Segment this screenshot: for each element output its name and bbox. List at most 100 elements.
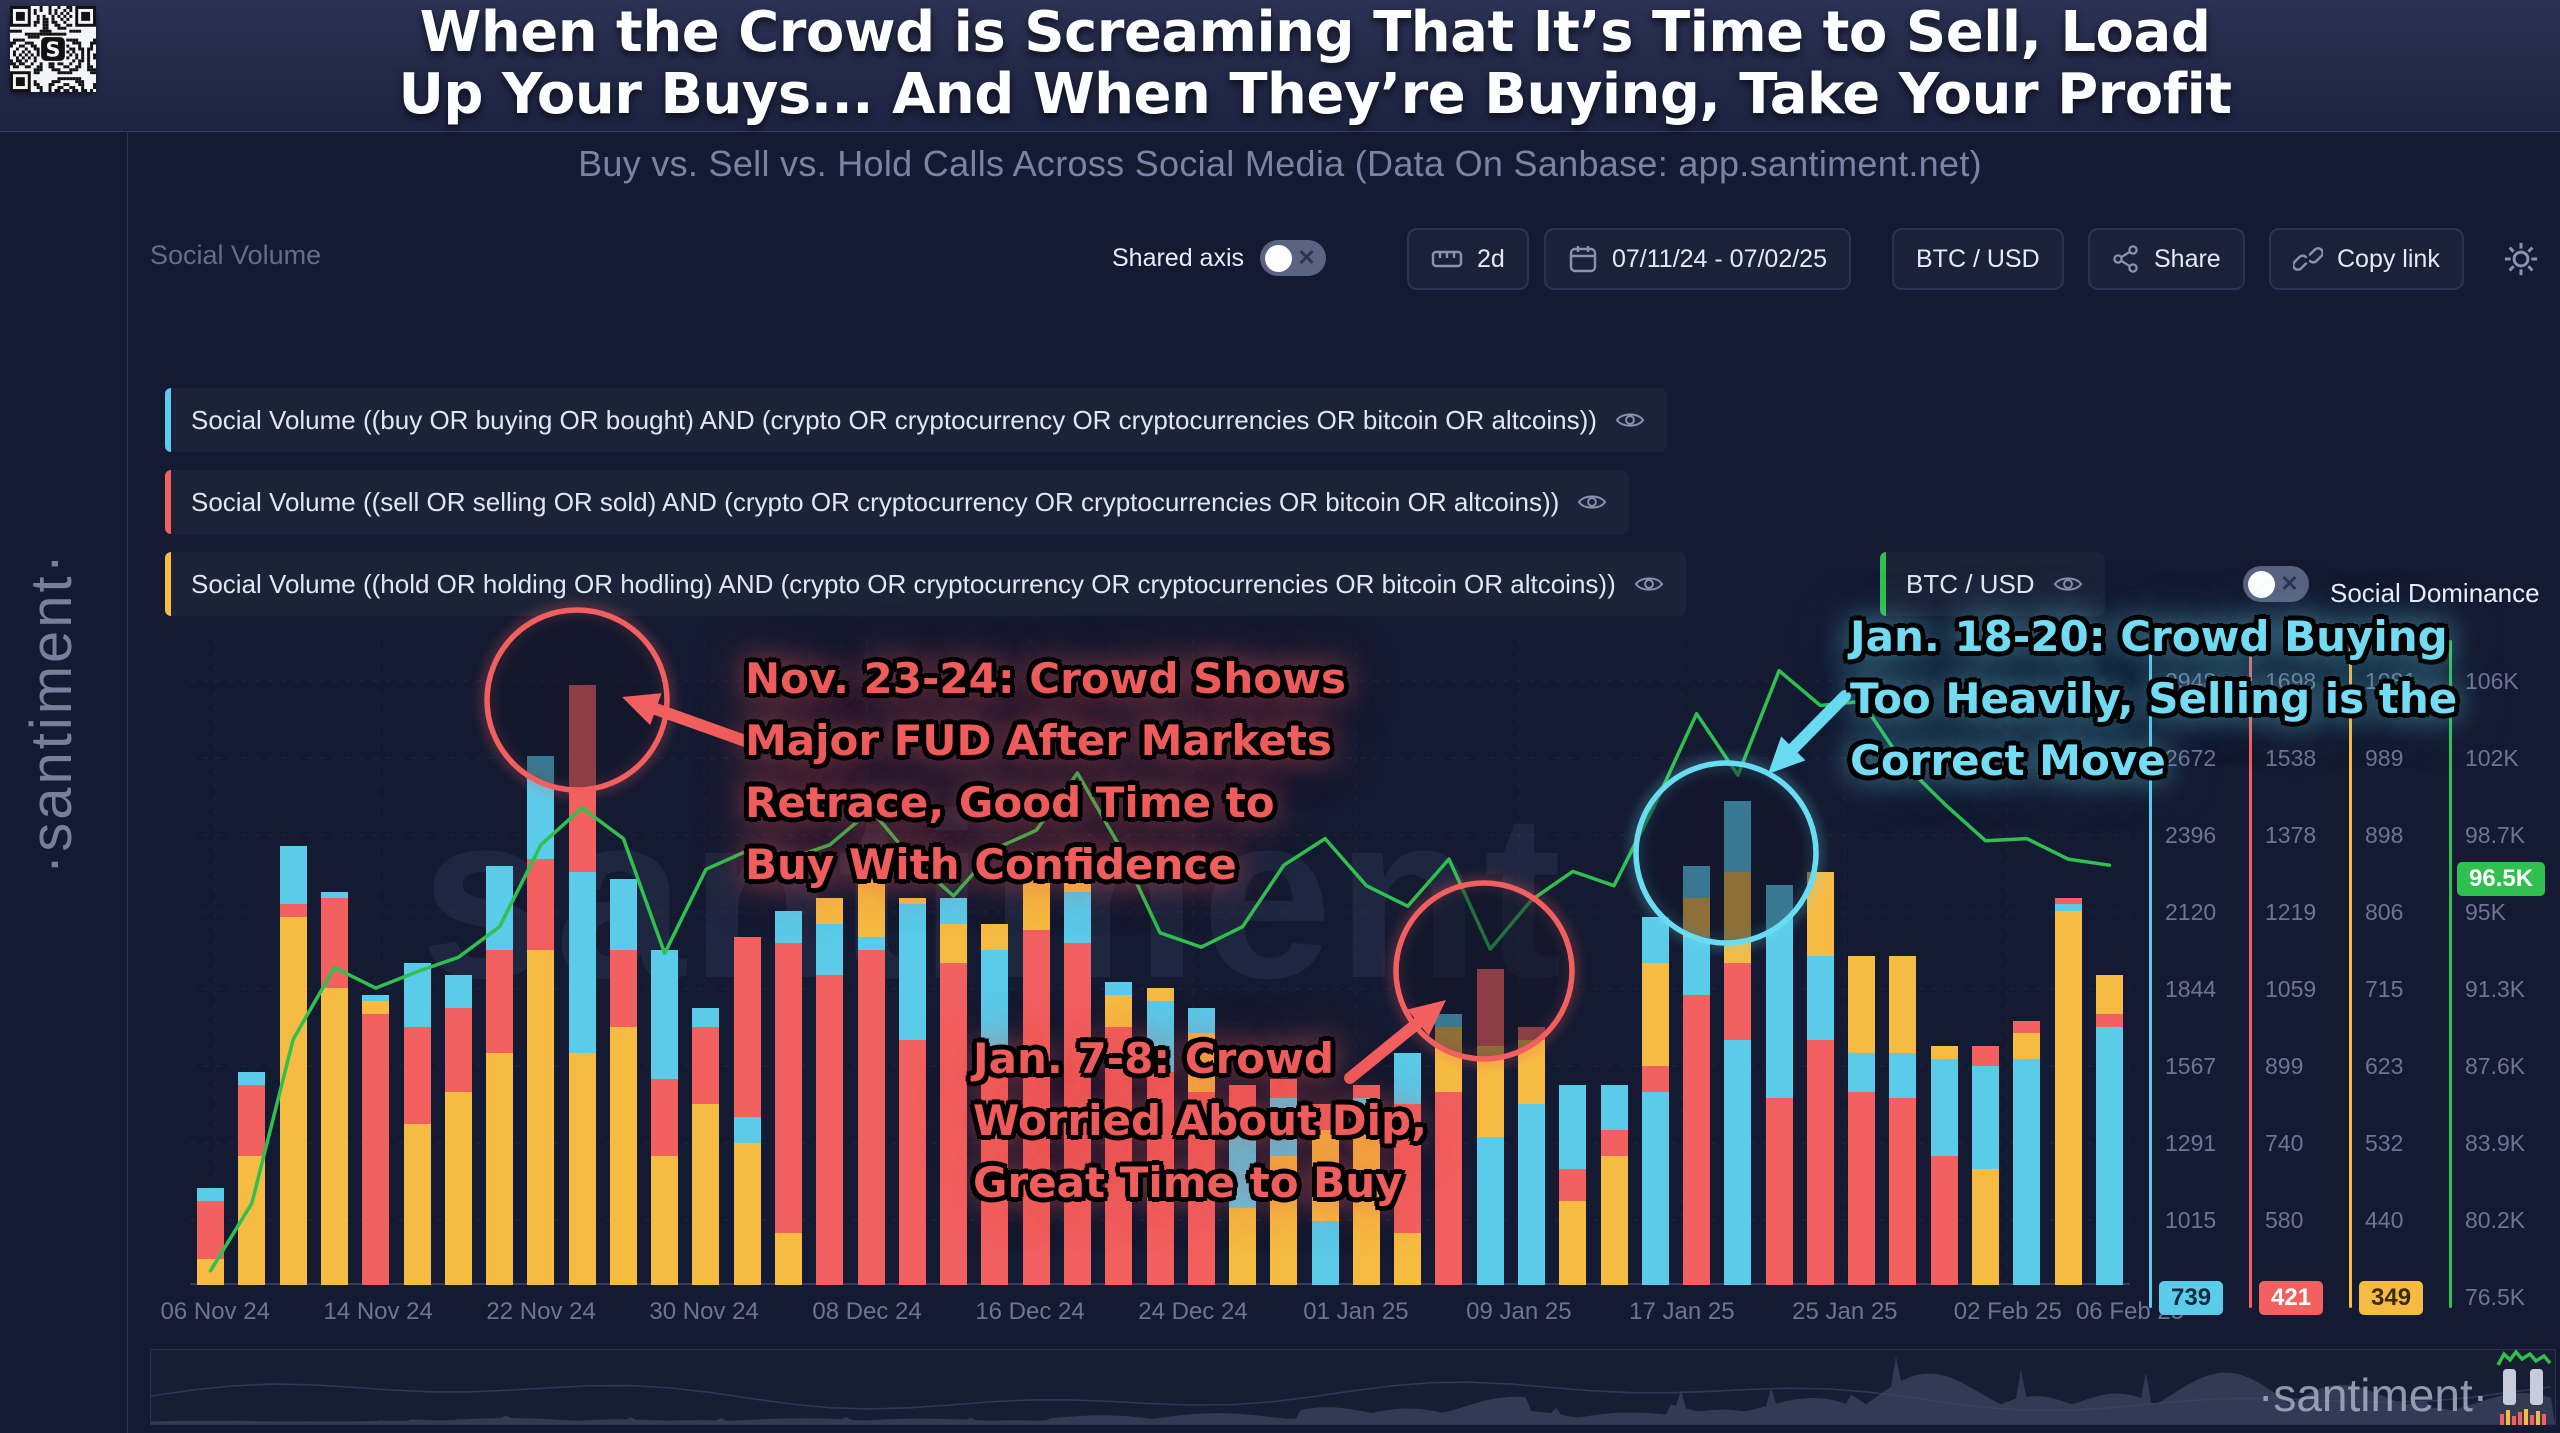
axis-tick-sell: 740 <box>2265 1130 2304 1156</box>
bar-segment-hold <box>1930 1046 1958 1060</box>
axis-tick-buy: 1567 <box>2165 1053 2217 1079</box>
x-axis-label: 01 Jan 25 <box>1303 1298 1409 1325</box>
legend-item-label: Social Volume ((hold OR holding OR hodli… <box>191 568 1616 599</box>
bar-segment-hold <box>1435 1027 1463 1092</box>
bar-segment-sell <box>1765 1097 1793 1285</box>
bar-segment-sell <box>1806 1039 1834 1285</box>
axis-current-badge-sell: 421 <box>2259 1281 2324 1315</box>
axis-tick-hold: 715 <box>2365 976 2404 1002</box>
legend-item-buy[interactable]: Social Volume ((buy OR buying OR bought)… <box>165 388 1667 452</box>
toggle-off-x-icon: ✕ <box>1297 245 1316 270</box>
legend-item-hold[interactable]: Social Volume ((hold OR holding OR hodli… <box>165 552 1686 616</box>
bar-segment-hold <box>775 1233 802 1285</box>
bar-segment-buy <box>2095 1027 2123 1285</box>
axis-tick-sell: 899 <box>2265 1053 2304 1079</box>
eye-icon[interactable] <box>1615 410 1645 430</box>
x-axis-label: 08 Dec 24 <box>812 1298 922 1325</box>
bar-segment-hold <box>1352 1130 1380 1285</box>
axis-tick-buy: 1844 <box>2165 976 2217 1002</box>
bar-segment-buy <box>692 1007 720 1028</box>
bar-segment-hold <box>1146 988 1174 1002</box>
bar-segment-sell <box>2095 1014 2123 1027</box>
bar-10-Dec-24 <box>898 898 926 1285</box>
chart-subtitle: Buy vs. Sell vs. Hold Calls Across Socia… <box>578 143 1982 184</box>
bar-segment-hold <box>1311 1130 1339 1221</box>
bar-segment-hold <box>1394 1233 1422 1285</box>
share-button[interactable]: Share <box>2088 228 2245 290</box>
bar-segment-sell <box>444 1007 472 1092</box>
axis-tick-btc: 76.5K <box>2465 1284 2526 1310</box>
axis-tick-btc: 87.6K <box>2465 1053 2526 1079</box>
bar-segment-hold <box>1517 1039 1545 1105</box>
eye-icon[interactable] <box>1634 574 1664 594</box>
bar-segment-sell <box>1352 1085 1380 1098</box>
axis-current-badge-hold: 349 <box>2359 1281 2424 1315</box>
legend-color-bar <box>1880 552 1886 616</box>
bar-segment-hold <box>362 1001 390 1015</box>
bar-segment-hold <box>692 1104 720 1285</box>
interval-button[interactable]: 2d <box>1407 228 1529 290</box>
bar-segment-hold <box>1683 898 1711 937</box>
legend-color-bar <box>165 552 171 616</box>
bar-segment-hold <box>651 1156 679 1285</box>
bar-segment-buy <box>1187 1007 1215 1034</box>
axis-tick-buy: 2948 <box>2165 668 2217 694</box>
bar-10-Nov-24 <box>279 846 307 1285</box>
bar-segment-sell <box>1559 1168 1587 1202</box>
bar-06-Feb-25 <box>2095 975 2123 1285</box>
eye-icon[interactable] <box>1577 492 1607 512</box>
metric-title: Social Volume <box>150 240 322 270</box>
bar-segment-buy <box>1352 1097 1380 1131</box>
bar-segment-buy <box>1559 1085 1587 1169</box>
legend-item-label: Social Volume ((sell OR selling OR sold)… <box>191 486 1560 517</box>
bar-22-Nov-24 <box>527 756 555 1285</box>
bar-segment-hold <box>1476 1046 1504 1137</box>
bar-segment-buy <box>898 904 926 1040</box>
bar-17-Jan-25 <box>1683 865 1711 1285</box>
shared-axis-control: Shared axis ✕ <box>1112 240 1327 276</box>
axis-line-hold <box>2349 640 2352 1308</box>
legend-item-sell[interactable]: Social Volume ((sell OR selling OR sold)… <box>165 470 1630 534</box>
axis-tick-buy: 2672 <box>2165 745 2217 771</box>
date-range-button[interactable]: 07/11/24 - 07/02/25 <box>1544 228 1851 290</box>
bar-segment-hold <box>981 923 1009 950</box>
axis-tick-buy: 2396 <box>2165 822 2217 848</box>
asset-pair-button[interactable]: BTC / USD <box>1892 228 2064 290</box>
bar-13-Jan-25 <box>1600 1085 1628 1285</box>
bar-19-Jan-25 <box>1724 801 1752 1285</box>
social-dominance-toggle[interactable]: ✕ <box>2243 566 2309 602</box>
bar-segment-buy <box>1105 981 1133 995</box>
bar-segment-hold <box>279 917 307 1285</box>
toggle-off-x-icon: ✕ <box>2280 571 2299 596</box>
bar-segment-sell <box>1600 1130 1628 1156</box>
bar-01-Jan-25 <box>1352 1085 1380 1285</box>
axis-tick-sell: 580 <box>2265 1207 2304 1233</box>
bar-02-Dec-24 <box>733 936 761 1285</box>
axis-tick-hold: 806 <box>2365 899 2404 925</box>
axis-tick-hold: 898 <box>2365 822 2404 848</box>
page-title: When the Crowd is Screaming That It’s Ti… <box>230 2 2400 126</box>
bar-segment-buy <box>1765 885 1793 1098</box>
axis-tick-hold: 623 <box>2365 1053 2404 1079</box>
bar-28-Nov-24 <box>651 949 679 1285</box>
bar-segment-sell <box>527 859 555 950</box>
x-axis-label: 06 Nov 24 <box>160 1298 270 1325</box>
bar-segment-buy <box>444 975 472 1008</box>
bar-segment-buy <box>857 936 885 950</box>
legend-item-btc-usd[interactable]: BTC / USD <box>1880 552 2105 616</box>
settings-gear-icon[interactable] <box>2498 236 2548 286</box>
bar-segment-sell <box>1229 1085 1257 1124</box>
bar-segment-hold <box>403 1123 431 1285</box>
timeline-scrubber[interactable] <box>150 1349 2556 1425</box>
title-line-1: When the Crowd is Screaming That It’s Ti… <box>419 0 2211 65</box>
bar-segment-hold <box>2095 975 2123 1015</box>
shared-axis-toggle[interactable]: ✕ <box>1260 240 1327 276</box>
bar-segment-hold <box>1972 1168 2000 1285</box>
eye-icon[interactable] <box>2053 574 2083 594</box>
copy-link-button[interactable]: Copy link <box>2269 228 2464 290</box>
sidebar: ·santiment· <box>0 131 128 1433</box>
bar-segment-buy <box>238 1072 266 1086</box>
bar-segment-buy <box>609 878 637 950</box>
axis-tick-buy: 1291 <box>2165 1130 2217 1156</box>
